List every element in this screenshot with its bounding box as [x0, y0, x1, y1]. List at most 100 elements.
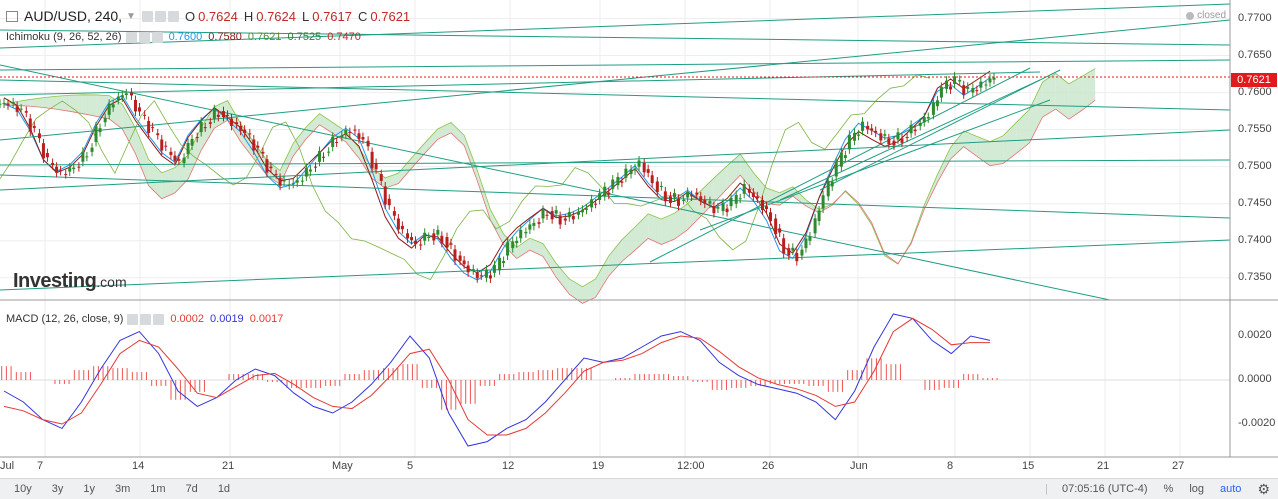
candle-body [922, 117, 926, 123]
close-icon[interactable] [153, 313, 165, 325]
candle-body [826, 180, 830, 197]
cloud-segment [30, 97, 44, 108]
auto-toggle[interactable]: auto [1220, 483, 1242, 495]
candle-body [111, 104, 115, 108]
range-button-10y[interactable]: 10y [14, 483, 32, 495]
macd-tick-label: -0.0020 [1238, 417, 1276, 429]
range-button-1m[interactable]: 1m [150, 483, 166, 495]
candle-body [532, 222, 536, 226]
time-tick-label: 14 [132, 460, 145, 472]
log-toggle[interactable]: log [1189, 483, 1205, 495]
candle-body [913, 129, 917, 132]
close-value: 0.7621 [370, 8, 411, 24]
candle-body [545, 214, 549, 216]
time-tick-label: 19 [592, 460, 605, 472]
candle-body [598, 193, 602, 200]
time-tick-label: 26 [762, 460, 775, 472]
gear-icon[interactable] [138, 31, 150, 43]
candle-body [28, 118, 32, 132]
macd-tick-label: 0.0000 [1238, 373, 1272, 385]
candle-body [239, 125, 243, 131]
range-button-1y[interactable]: 1y [83, 483, 95, 495]
candle-body [410, 237, 414, 241]
range-button-1d[interactable]: 1d [217, 483, 231, 495]
candle-body [761, 200, 765, 211]
macd-pane [0, 313, 1230, 447]
collapse-icon[interactable] [6, 10, 18, 22]
chikou-value: 0.7621 [247, 31, 282, 43]
trendline [0, 159, 1231, 166]
candle-body [808, 236, 812, 241]
candle-body [186, 143, 190, 155]
settings-gear-icon[interactable]: ⚙ [1257, 480, 1270, 497]
candle-body [769, 212, 773, 222]
cloud-segment [700, 178, 714, 217]
candle-body [68, 167, 72, 172]
candle-body [164, 145, 168, 147]
cloud-segment [713, 165, 728, 203]
range-button-7d[interactable]: 7d [185, 483, 198, 495]
close-icon[interactable] [151, 31, 163, 43]
candle-body [221, 111, 225, 118]
cloud-segment [753, 172, 767, 204]
eye-icon[interactable] [141, 10, 153, 22]
symbol-label[interactable]: AUD/USD, 240, [24, 8, 123, 24]
cloud-segment [543, 243, 557, 278]
span-a-value: 0.7525 [287, 31, 322, 43]
candle-body [291, 183, 295, 185]
cloud-segment [950, 130, 964, 160]
candle-body [269, 166, 273, 169]
candle-body [682, 199, 686, 201]
trendlines[interactable] [0, 3, 1231, 301]
chevron-down-icon[interactable]: ▼ [126, 10, 136, 22]
eye-icon[interactable] [125, 31, 137, 43]
macd-signal-value: 0.0017 [249, 313, 284, 325]
gear-icon[interactable] [154, 10, 166, 22]
candle-body [300, 180, 304, 182]
candle-body [216, 114, 220, 117]
eye-icon[interactable] [127, 313, 139, 325]
candle-body [765, 206, 769, 210]
candle-body [892, 140, 896, 146]
gear-icon[interactable] [140, 313, 152, 325]
candle-body [747, 188, 751, 193]
price-tick-label: 0.7550 [1238, 122, 1272, 135]
candle-body [492, 265, 496, 273]
candle-body [195, 137, 199, 139]
time-tick-label: Jul [0, 460, 15, 472]
candle-body [624, 168, 628, 178]
candle-body [124, 93, 128, 96]
ichimoku-label[interactable]: Ichimoku (9, 26, 52, 26) [6, 31, 122, 43]
range-button-3y[interactable]: 3y [51, 483, 64, 495]
trendline [0, 174, 1231, 219]
candle-body [900, 138, 904, 143]
bottom-toolbar: 10y 3y 1y 3m 1m 7d 1d | 07:05:16 (UTC-4) % log… [0, 478, 1278, 499]
chart-canvas[interactable] [0, 0, 1278, 478]
candle-body [584, 208, 588, 210]
candle-body [966, 86, 970, 89]
macd-label[interactable]: MACD (12, 26, close, 9) [6, 313, 124, 325]
clock-readout[interactable]: 07:05:16 (UTC-4) [1061, 483, 1148, 495]
candle-body [308, 169, 312, 172]
candle-body [445, 237, 449, 248]
candle-body [103, 117, 107, 123]
candle-body [800, 249, 804, 256]
candle-body [795, 253, 799, 262]
candle-body [558, 216, 562, 225]
candle-body [716, 207, 720, 209]
time-tick-label: Jun [850, 460, 868, 472]
candle-body [11, 102, 15, 104]
price-tick-label: 0.7650 [1238, 48, 1272, 61]
candle-body [738, 198, 742, 200]
candle-body [979, 81, 983, 88]
range-button-3m[interactable]: 3m [115, 483, 131, 495]
candle-body [147, 120, 151, 134]
close-icon[interactable] [167, 10, 179, 22]
time-tick-label: 12 [502, 460, 515, 472]
candle-body [177, 159, 181, 161]
percent-toggle[interactable]: % [1163, 483, 1174, 495]
candle-body [511, 241, 515, 249]
candle-body [690, 195, 694, 197]
tenkan-line [3, 77, 991, 281]
candle-body [24, 111, 28, 113]
